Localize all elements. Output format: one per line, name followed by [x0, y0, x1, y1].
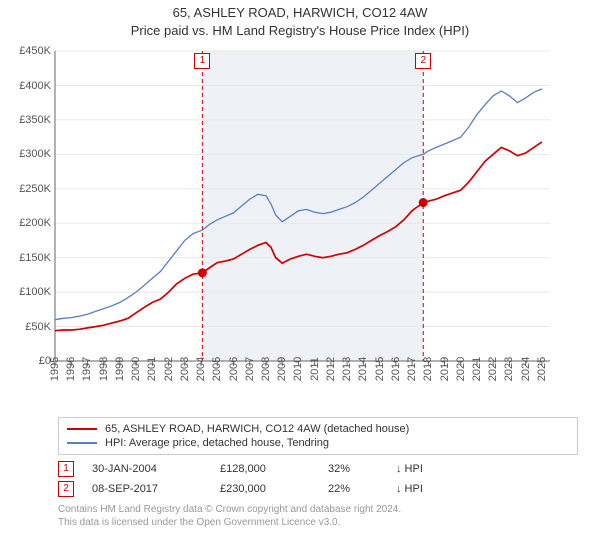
legend-box: 65, ASHLEY ROAD, HARWICH, CO12 4AW (deta… — [58, 417, 578, 455]
chart-area: £0£50K£100K£150K£200K£250K£300K£350K£400… — [0, 41, 560, 411]
x-tick-label: 2016 — [390, 357, 402, 381]
x-tick-label: 2007 — [244, 357, 256, 381]
legend-swatch — [67, 428, 97, 430]
x-tick-label: 2006 — [228, 357, 240, 381]
transaction-row: 1 30-JAN-2004 £128,000 32% ↓ HPI — [58, 459, 578, 479]
y-tick-label: £300K — [19, 148, 51, 160]
transaction-dir: ↓ HPI — [396, 463, 423, 475]
transaction-pct: 22% — [328, 483, 378, 495]
x-tick-label: 1997 — [81, 357, 93, 381]
legend-item: 65, ASHLEY ROAD, HARWICH, CO12 4AW (deta… — [67, 422, 569, 436]
y-tick-label: £250K — [19, 183, 51, 195]
x-tick-label: 2009 — [276, 357, 288, 381]
x-tick-label: 1998 — [98, 357, 110, 381]
y-tick-label: £50K — [25, 321, 51, 333]
x-tick-label: 2022 — [487, 357, 499, 381]
x-tick-label: 2024 — [520, 357, 532, 381]
transaction-price: £128,000 — [220, 463, 310, 475]
y-tick-label: £350K — [19, 114, 51, 126]
line-chart-svg — [0, 41, 560, 411]
x-tick-label: 2011 — [309, 357, 321, 381]
x-tick-label: 2012 — [325, 357, 337, 381]
x-tick-label: 2021 — [471, 357, 483, 381]
transaction-date: 30-JAN-2004 — [92, 463, 202, 475]
x-tick-label: 2010 — [292, 357, 304, 381]
y-tick-label: £150K — [19, 252, 51, 264]
x-tick-label: 2018 — [422, 357, 434, 381]
x-tick-label: 2017 — [406, 357, 418, 381]
transaction-row: 2 08-SEP-2017 £230,000 22% ↓ HPI — [58, 479, 578, 499]
x-tick-label: 2023 — [503, 357, 515, 381]
marker-flag: 1 — [194, 53, 210, 69]
y-tick-label: £100K — [19, 286, 51, 298]
transaction-price: £230,000 — [220, 483, 310, 495]
title-line-2: Price paid vs. HM Land Registry's House … — [0, 22, 600, 40]
x-tick-label: 2000 — [130, 357, 142, 381]
x-tick-label: 2025 — [536, 357, 548, 381]
x-tick-label: 2008 — [260, 357, 272, 381]
license-text: Contains HM Land Registry data © Crown c… — [58, 503, 578, 529]
transaction-flag: 1 — [58, 461, 74, 477]
license-line-1: Contains HM Land Registry data © Crown c… — [58, 503, 578, 516]
x-tick-label: 1996 — [65, 357, 77, 381]
transaction-flag: 2 — [58, 481, 74, 497]
x-tick-label: 2004 — [195, 357, 207, 381]
x-tick-label: 2019 — [439, 357, 451, 381]
y-tick-label: £400K — [19, 80, 51, 92]
legend-item: HPI: Average price, detached house, Tend… — [67, 436, 569, 450]
x-tick-label: 2002 — [163, 357, 175, 381]
license-line-2: This data is licensed under the Open Gov… — [58, 516, 578, 529]
x-tick-label: 2001 — [146, 357, 158, 381]
legend-label: 65, ASHLEY ROAD, HARWICH, CO12 4AW (deta… — [105, 423, 409, 435]
transaction-dir: ↓ HPI — [396, 483, 423, 495]
y-tick-label: £200K — [19, 217, 51, 229]
legend-swatch — [67, 442, 97, 444]
x-tick-label: 1999 — [114, 357, 126, 381]
x-tick-label: 2013 — [341, 357, 353, 381]
legend-label: HPI: Average price, detached house, Tend… — [105, 437, 329, 449]
y-tick-label: £450K — [19, 45, 51, 57]
x-tick-label: 2003 — [179, 357, 191, 381]
x-tick-label: 1995 — [49, 357, 61, 381]
x-tick-label: 2005 — [211, 357, 223, 381]
transactions-table: 1 30-JAN-2004 £128,000 32% ↓ HPI 2 08-SEP-2017… — [58, 459, 578, 499]
transaction-date: 08-SEP-2017 — [92, 483, 202, 495]
x-tick-label: 2015 — [374, 357, 386, 381]
x-tick-label: 2020 — [455, 357, 467, 381]
x-tick-label: 2014 — [357, 357, 369, 381]
marker-flag: 2 — [415, 53, 431, 69]
transaction-pct: 32% — [328, 463, 378, 475]
title-line-1: 65, ASHLEY ROAD, HARWICH, CO12 4AW — [0, 4, 600, 22]
chart-title: 65, ASHLEY ROAD, HARWICH, CO12 4AW Price… — [0, 0, 600, 39]
